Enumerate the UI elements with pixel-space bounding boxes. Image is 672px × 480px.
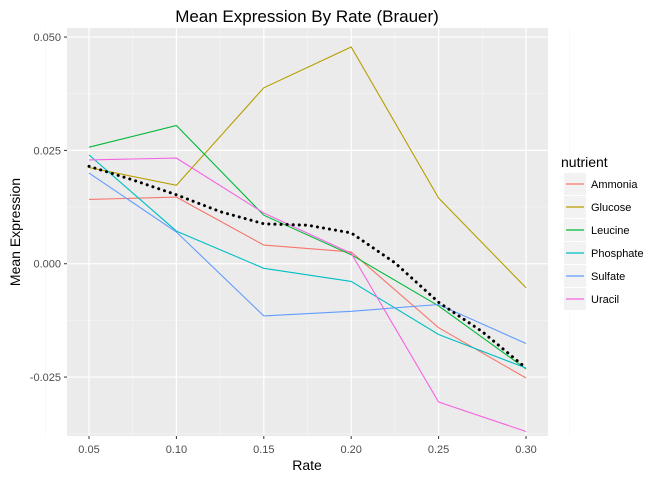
legend-label: Glucose <box>591 202 631 214</box>
legend-item-ammonia: Ammonia <box>564 173 638 195</box>
x-tick-label: 0.30 <box>515 444 536 456</box>
legend-item-leucine: Leucine <box>564 219 630 241</box>
x-tick-label: 0.20 <box>340 444 361 456</box>
series-line-leucine <box>88 124 527 370</box>
x-tick-label: 0.15 <box>253 444 274 456</box>
y-tick-label: 0.050 <box>33 32 61 44</box>
series-lines <box>88 46 527 433</box>
chart-title: Mean Expression By Rate (Brauer) <box>175 7 439 26</box>
legend-item-phosphate: Phosphate <box>564 242 644 264</box>
x-tick-label: 0.05 <box>78 444 99 456</box>
legend-label: Ammonia <box>591 179 638 191</box>
series-line-ammonia <box>88 196 527 379</box>
series-line-glucose <box>88 46 527 289</box>
y-tick-label: 0.000 <box>33 259 61 271</box>
legend-label: Uracil <box>591 294 619 306</box>
y-axis-ticks: 0.050 0.025 0.000 -0.025 <box>30 32 67 384</box>
legend-item-uracil: Uracil <box>564 288 619 310</box>
x-axis-ticks: 0.05 0.10 0.15 0.20 0.25 0.30 <box>78 436 537 456</box>
legend: nutrient Ammonia Glucose Leucine Phosphate S… <box>561 154 644 310</box>
y-tick-label: 0.025 <box>33 145 61 157</box>
x-tick-label: 0.10 <box>166 444 187 456</box>
x-tick-label: 0.25 <box>428 444 449 456</box>
series-line-phosphate <box>88 154 527 369</box>
x-axis-label: Rate <box>292 457 322 473</box>
y-axis-label: Mean Expression <box>7 178 23 286</box>
trend-line-path <box>87 164 528 370</box>
legend-label: Sulfate <box>591 271 625 283</box>
legend-label: Phosphate <box>591 248 644 260</box>
trend-line <box>87 164 528 370</box>
legend-item-sulfate: Sulfate <box>564 265 625 287</box>
series-line-uracil <box>88 157 527 433</box>
legend-label: Leucine <box>591 225 630 237</box>
y-tick-label: -0.025 <box>30 372 61 384</box>
legend-item-glucose: Glucose <box>564 196 631 218</box>
legend-items: Ammonia Glucose Leucine Phosphate Sulfate Ura… <box>564 173 644 310</box>
series-line-sulfate <box>88 172 527 345</box>
legend-title: nutrient <box>561 154 608 170</box>
